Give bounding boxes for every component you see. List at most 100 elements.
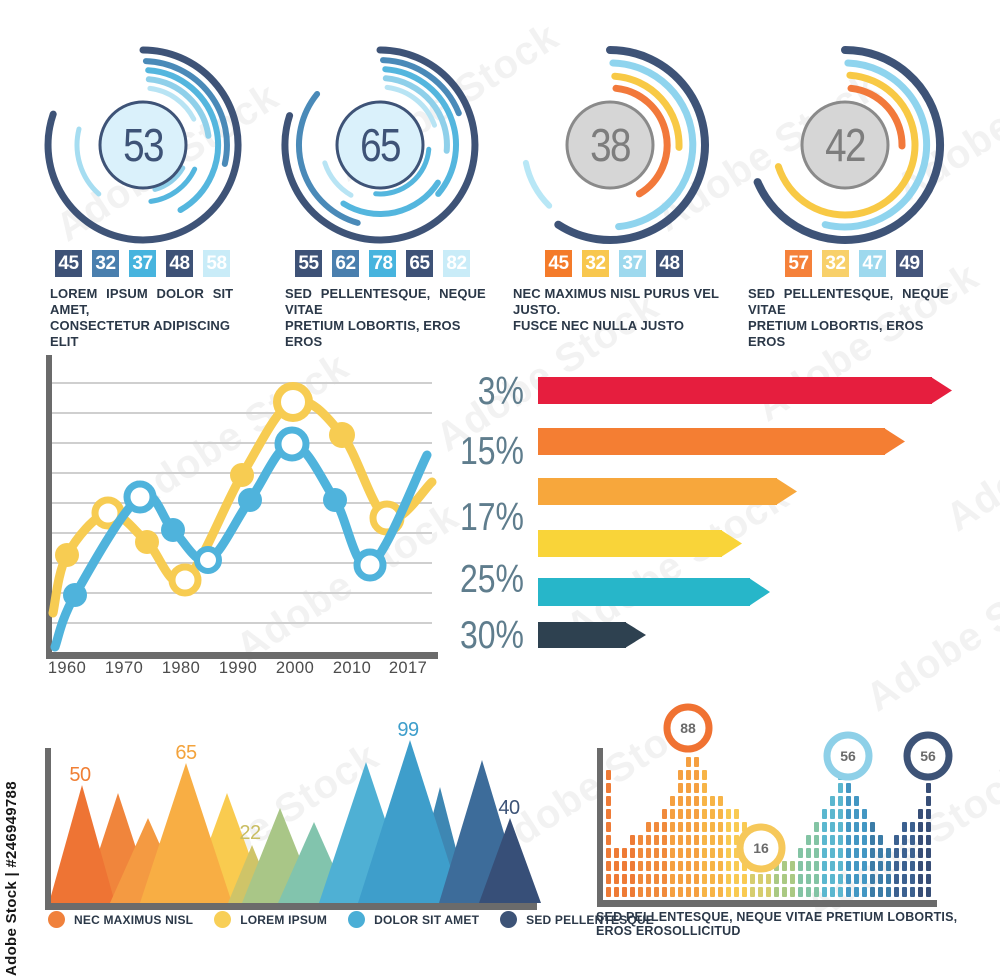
arrow-bar-tip — [931, 377, 952, 404]
equalizer-dash — [678, 887, 683, 897]
equalizer-dash — [894, 848, 899, 858]
equalizer-dash — [910, 887, 915, 897]
equalizer-dash — [710, 848, 715, 858]
equalizer-dash — [910, 822, 915, 832]
data-point-filled — [238, 488, 262, 512]
equalizer-dash — [670, 796, 675, 806]
equalizer-dash — [862, 861, 867, 871]
equalizer-dash — [670, 874, 675, 884]
equalizer-dash — [830, 874, 835, 884]
equalizer-dash — [718, 835, 723, 845]
equalizer-dash — [918, 874, 923, 884]
radial-chart-3 — [522, 46, 709, 244]
equalizer-dash — [670, 887, 675, 897]
stat-badge: 48 — [656, 250, 683, 277]
progress-arc — [611, 72, 683, 151]
equalizer-dash — [726, 848, 731, 858]
equalizer-dash — [630, 874, 635, 884]
equalizer-dash — [734, 874, 739, 884]
equalizer-dash — [814, 835, 819, 845]
equalizer-dash — [854, 848, 859, 858]
equalizer-dash — [822, 861, 827, 871]
equalizer-dash — [614, 861, 619, 871]
equalizer-dash — [918, 809, 923, 819]
equalizer-dash — [742, 887, 747, 897]
equalizer-dash — [830, 809, 835, 819]
equalizer-dash — [694, 822, 699, 832]
equalizer-dash — [606, 835, 611, 845]
equalizer-dash — [894, 874, 899, 884]
legend-dot-icon — [500, 911, 518, 928]
percent-label: 25% — [460, 557, 524, 601]
equalizer-dash — [606, 809, 611, 819]
legend-dot-icon — [214, 911, 232, 928]
equalizer-dash — [862, 848, 867, 858]
value-badge-ring — [736, 823, 786, 873]
data-point-filled — [55, 543, 79, 567]
equalizer-dash — [870, 848, 875, 858]
data-point-open — [168, 563, 202, 597]
equalizer-dash — [870, 822, 875, 832]
stat-badge: 78 — [369, 250, 396, 277]
stat-badge-row-2: 55 62 78 65 82 — [295, 250, 480, 277]
peak-triangle — [358, 740, 462, 903]
data-point-open — [273, 382, 313, 422]
center-circle — [335, 100, 425, 190]
equalizer-dash — [686, 757, 691, 767]
radial-caption-1: LOREM IPSUM DOLOR SIT AMET, CONSECTETUR … — [50, 286, 234, 349]
arrow-bar — [538, 578, 750, 606]
progress-arc — [340, 179, 441, 218]
equalizer-dash — [654, 848, 659, 858]
equalizer-dash — [606, 848, 611, 858]
equalizer-dash — [790, 887, 795, 897]
equalizer-dash — [678, 783, 683, 793]
equalizer-dash — [686, 835, 691, 845]
x-axis-label: 1990 — [219, 659, 257, 677]
data-point-filled — [323, 488, 347, 512]
value-badge-number: 16 — [753, 840, 769, 856]
equalizer-dash — [910, 874, 915, 884]
equalizer-dash — [654, 822, 659, 832]
equalizer-dash — [662, 848, 667, 858]
equalizer-dash — [638, 835, 643, 845]
radial-caption-2: SED PELLENTESQUE, NEQUE VITAE PRETIUM LO… — [285, 286, 486, 349]
equalizer-dash — [670, 861, 675, 871]
equalizer-dash — [910, 835, 915, 845]
equalizer-dash — [622, 887, 627, 897]
x-axis — [46, 652, 438, 659]
equalizer-dash — [766, 887, 771, 897]
equalizer-dash — [606, 822, 611, 832]
equalizer-dash — [870, 887, 875, 897]
equalizer-dash — [702, 861, 707, 871]
stat-badge-row-4: 57 32 47 49 — [785, 250, 933, 277]
percent-label: 30% — [460, 613, 524, 657]
equalizer-dash — [926, 861, 931, 871]
equalizer-dash — [878, 874, 883, 884]
equalizer-dash — [710, 861, 715, 871]
equalizer-dash — [670, 848, 675, 858]
equalizer-dash — [606, 783, 611, 793]
stat-badge: 37 — [619, 250, 646, 277]
equalizer-dash — [638, 861, 643, 871]
stat-badge-row-3: 45 32 37 48 — [545, 250, 693, 277]
equalizer-dash — [798, 887, 803, 897]
equalizer-dash — [758, 887, 763, 897]
arrow-bar — [538, 530, 722, 557]
equalizer-dash — [718, 796, 723, 806]
equalizer-dash — [694, 848, 699, 858]
y-axis — [46, 355, 52, 659]
equalizer-dash — [838, 861, 843, 871]
value-badge-number: 88 — [680, 720, 696, 736]
equalizer-dash — [750, 887, 755, 897]
equalizer-dash — [806, 835, 811, 845]
equalizer-dash — [646, 848, 651, 858]
equalizer-dash — [726, 887, 731, 897]
equalizer-dash — [702, 887, 707, 897]
progress-arc — [152, 165, 186, 192]
equalizer-dash — [894, 835, 899, 845]
equalizer-dash — [718, 887, 723, 897]
equalizer-dash — [678, 835, 683, 845]
equalizer-dash — [734, 887, 739, 897]
arrow-bar-tip — [721, 530, 742, 557]
